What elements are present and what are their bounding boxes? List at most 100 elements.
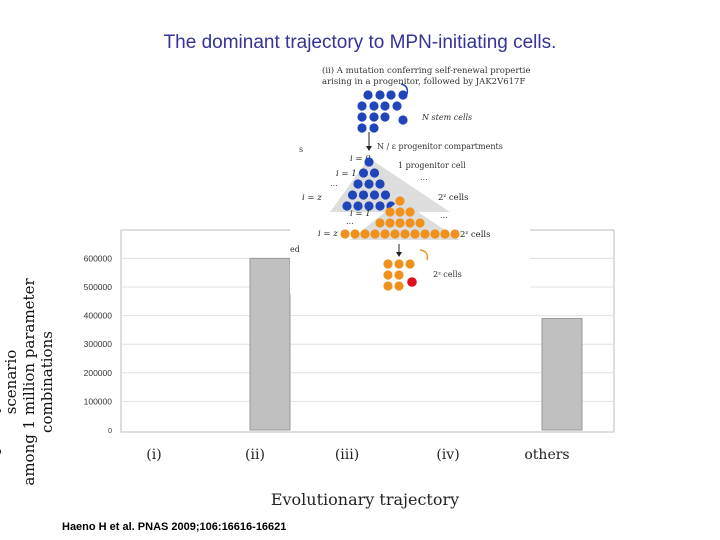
y-axis-label: Frequency of the dominant scenario among… — [0, 247, 56, 517]
y-tick-label: 400000 — [84, 311, 113, 321]
x-tick-label: (i) — [146, 447, 161, 463]
izb-label: i = z — [318, 229, 338, 239]
mutant-progenitor-cell — [440, 229, 450, 239]
stem-cell — [369, 101, 379, 111]
bar-ii — [249, 257, 291, 431]
mutant-progenitor-cell — [390, 229, 400, 239]
partial-s: s — [299, 145, 303, 154]
progenitor-cell — [364, 179, 374, 189]
mutant-progenitor-cell — [380, 229, 390, 239]
stem-cell — [398, 115, 408, 125]
dots-1: ... — [420, 173, 428, 182]
self-renewal-arrow-bottom — [419, 249, 429, 261]
progenitor-cell — [353, 201, 363, 211]
y-tick-label: 300000 — [84, 339, 113, 349]
progenitor-cell — [342, 201, 352, 211]
expanded-cell — [394, 281, 404, 291]
i1b-label: i = 1 — [350, 209, 371, 219]
iz-label: i = z — [302, 193, 322, 203]
final-cell-cluster — [383, 259, 417, 291]
stem-cell — [357, 112, 367, 122]
i0-label: i = 0 — [350, 154, 371, 164]
self-renewal-arrow-top — [400, 83, 409, 95]
expanded-cell — [383, 259, 393, 269]
mutant-progenitor-cell — [395, 196, 405, 206]
inset-caption-line2: arising in a progenitor, followed by JAK… — [322, 77, 525, 87]
y-tick-labels: 0 100000 200000 300000 400000 500000 600000 — [84, 253, 113, 435]
stem-cell — [386, 90, 396, 100]
y-tick-label: 100000 — [84, 396, 113, 406]
y-tick-label: 200000 — [84, 368, 113, 378]
mutant-progenitor-cell — [410, 229, 420, 239]
cells-2z-label: 2ᶻ cells — [438, 193, 469, 203]
expanded-cell — [394, 259, 404, 269]
orange-pyramid-dots — [340, 196, 460, 239]
mutant-progenitor-cell — [350, 229, 360, 239]
one-cell-label: 1 progenitor cell — [398, 161, 466, 170]
dots-2: ... — [330, 179, 338, 188]
mutant-progenitor-cell — [370, 229, 380, 239]
y-tick-label: 0 — [108, 428, 112, 435]
mutant-progenitor-cell — [395, 207, 405, 217]
progenitor-cell — [364, 157, 374, 167]
progenitor-cell — [369, 190, 380, 200]
x-tick-label: (iii) — [335, 447, 359, 463]
stem-cell — [380, 101, 390, 111]
cells-2z-b-label: 2ᶻ cells — [460, 230, 491, 240]
mutant-progenitor-cell — [405, 207, 415, 217]
x-tick-label: (iv) — [436, 447, 459, 463]
stem-cell-dots — [357, 90, 408, 133]
bar-others — [541, 317, 583, 431]
orange-pyramid-shading — [350, 200, 460, 240]
dots-4: ... — [346, 217, 354, 226]
mutant-progenitor-cell — [360, 229, 370, 239]
expanded-cell — [405, 259, 415, 269]
mutant-progenitor-cell — [395, 218, 405, 228]
progenitor-cell — [369, 168, 380, 178]
mutant-progenitor-cell — [415, 218, 425, 228]
progenitor-cell — [353, 179, 363, 189]
mutant-progenitor-cell — [430, 229, 440, 239]
y-tick-label: 500000 — [84, 282, 113, 292]
stem-cell — [357, 101, 367, 111]
inset-caption-line1: (ii) A mutation conferring self-renewal … — [322, 65, 530, 76]
inset-background — [290, 62, 530, 294]
progenitor-cell — [364, 201, 374, 211]
progenitor-cell — [375, 201, 385, 211]
stem-cell — [398, 90, 408, 100]
expanded-cell — [383, 270, 393, 280]
slide-title: The dominant trajectory to MPN-initiatin… — [163, 32, 557, 53]
plot-frame — [120, 229, 615, 433]
x-tick-labels: (i) (ii) (iii) (iv) others — [146, 447, 569, 463]
stem-cell — [369, 112, 379, 122]
stem-cell — [392, 101, 402, 111]
y-axis-label-line1: Frequency of the dominant scenario — [0, 278, 20, 486]
progenitor-cell — [375, 179, 385, 189]
expanded-cell — [383, 281, 393, 291]
i1-label: i = 1 — [336, 169, 357, 179]
stem-label: N stem cells — [421, 113, 472, 122]
jak2-mutant-cell — [407, 277, 417, 287]
progenitor-cell — [358, 168, 369, 178]
mutant-progenitor-cell — [340, 229, 350, 239]
stem-cell — [363, 90, 373, 100]
dots-3: ... — [440, 211, 448, 220]
progenitor-cell — [380, 190, 391, 200]
mutant-progenitor-cell — [405, 218, 415, 228]
cells-2z-c-label: 2ᶻ cells — [433, 270, 462, 279]
x-axis-label: Evolutionary trajectory — [270, 490, 460, 509]
x-tick-label: (ii) — [245, 447, 265, 463]
citation: Haeno H et al. PNAS 2009;106:16616-16621 — [62, 521, 287, 533]
stem-cell — [357, 123, 367, 133]
trajectory-diagram: (ii) A mutation conferring self-renewal … — [290, 62, 535, 294]
mutant-progenitor-cell — [385, 218, 395, 228]
mutant-progenitor-cell — [420, 229, 430, 239]
mutant-progenitor-cell — [450, 229, 460, 239]
partial-ed: ed — [290, 245, 300, 254]
expanded-cell — [394, 270, 404, 280]
mutant-progenitor-cell — [375, 218, 385, 228]
mutant-progenitor-cell — [400, 229, 410, 239]
stem-cell — [369, 123, 379, 133]
y-tick-label: 600000 — [84, 253, 113, 263]
